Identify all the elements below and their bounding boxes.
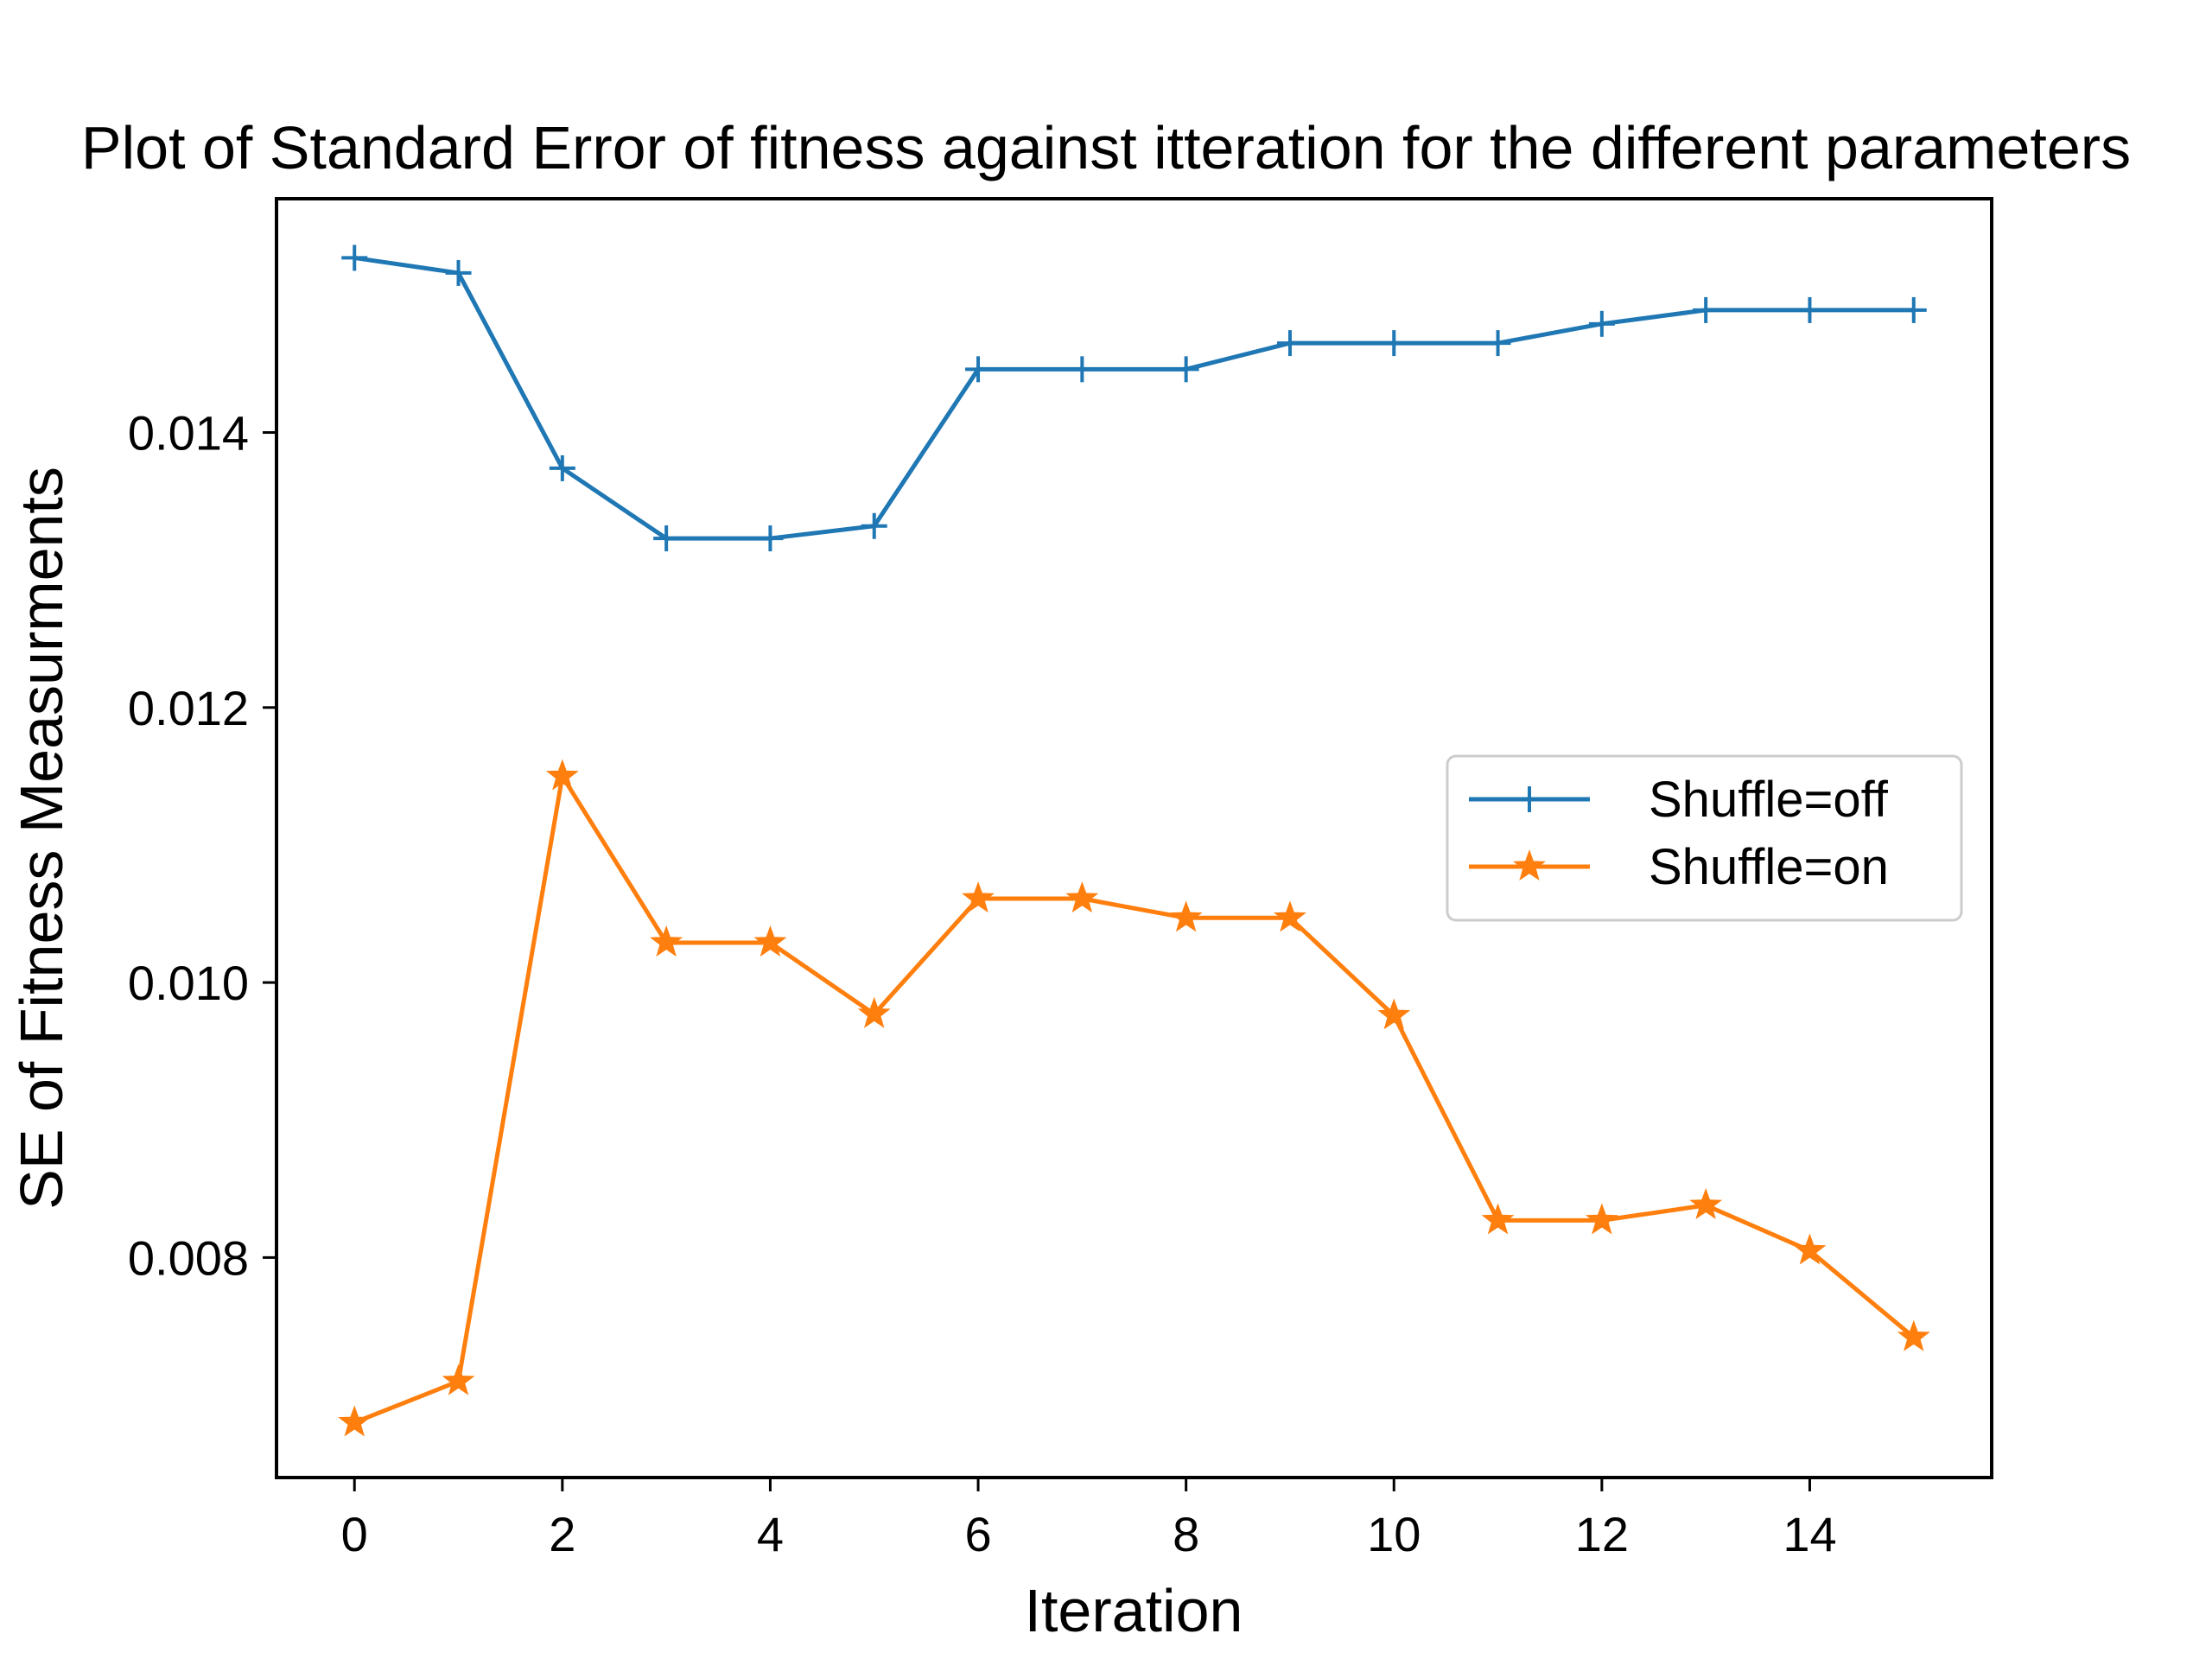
data-point	[549, 454, 575, 481]
data-point	[1689, 1187, 1723, 1220]
legend-label: Shuffle=on	[1649, 839, 1889, 895]
y-tick-label: 0.008	[128, 1230, 249, 1285]
y-tick-label: 0.010	[128, 956, 249, 1010]
data-point	[341, 245, 368, 271]
data-point	[1897, 1319, 1930, 1351]
data-point	[757, 525, 784, 552]
series-1	[338, 759, 1930, 1437]
data-point	[962, 881, 995, 913]
data-point	[857, 996, 891, 1028]
y-axis-label: SE of Fitness Measurments	[8, 467, 75, 1210]
x-tick-label: 12	[1575, 1507, 1629, 1561]
data-point	[1481, 1203, 1515, 1235]
data-point	[1588, 310, 1615, 337]
data-point	[965, 356, 992, 383]
series-line	[353, 773, 1916, 1425]
data-point	[1900, 296, 1927, 323]
data-point	[1377, 998, 1411, 1030]
x-tick-label: 10	[1367, 1507, 1421, 1561]
data-point	[861, 512, 887, 539]
x-tick-label: 6	[964, 1507, 991, 1561]
legend-marker	[1513, 849, 1546, 881]
data-point	[653, 525, 680, 552]
data-point	[1169, 900, 1203, 932]
data-point	[1796, 296, 1823, 323]
y-tick-label: 0.014	[128, 406, 249, 461]
x-tick-label: 8	[1173, 1507, 1199, 1561]
chart-title: Plot of Standard Error of fitness agains…	[81, 114, 2131, 181]
legend-marker	[1516, 786, 1542, 812]
data-point	[442, 1363, 475, 1395]
legend-entry: Shuffle=on	[1469, 839, 1889, 895]
data-point	[445, 259, 472, 286]
data-point	[1585, 1203, 1618, 1235]
legend-label: Shuffle=off	[1649, 772, 1889, 828]
series-0	[341, 245, 1927, 552]
data-point	[1381, 330, 1408, 357]
x-axis-label: Iteration	[1025, 1577, 1243, 1644]
plot-frame	[275, 197, 1993, 1479]
data-point	[1069, 356, 1096, 383]
data-point	[1793, 1233, 1827, 1265]
legend: Shuffle=off Shuffle=on	[1446, 754, 1963, 922]
x-tick-label: 0	[341, 1507, 368, 1561]
data-point	[1484, 330, 1511, 357]
data-point	[545, 759, 579, 791]
series-line	[353, 255, 1914, 541]
x-tick-label: 4	[757, 1507, 784, 1561]
x-tick-label: 14	[1783, 1507, 1836, 1561]
data-point	[1274, 900, 1306, 932]
data-point	[1065, 881, 1099, 913]
data-point	[1173, 356, 1199, 383]
data-point	[753, 925, 787, 957]
data-point	[338, 1405, 372, 1437]
data-point	[650, 925, 683, 957]
legend-entry: Shuffle=off	[1469, 772, 1889, 828]
data-point	[1693, 296, 1719, 323]
x-tick-label: 2	[549, 1507, 575, 1561]
data-point	[1276, 330, 1303, 357]
y-tick-label: 0.012	[128, 681, 249, 735]
